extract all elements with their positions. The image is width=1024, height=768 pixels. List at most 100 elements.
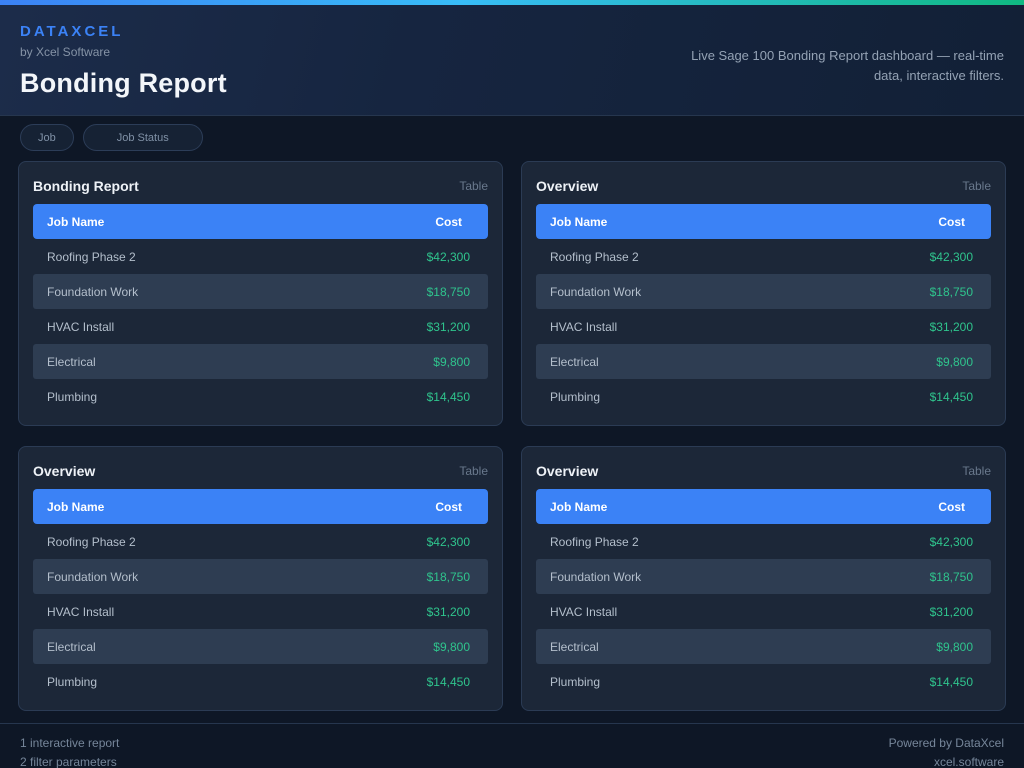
table-row: Plumbing $14,450: [536, 664, 991, 699]
filter-bar: Job Job Status: [0, 116, 1024, 161]
job-name-cell: Foundation Work: [47, 284, 139, 299]
job-name-cell: HVAC Install: [550, 604, 618, 619]
cost-cell: $42,300: [426, 534, 470, 549]
job-name-cell: Roofing Phase 2: [47, 534, 136, 549]
report-card-overview-2: Overview Table Job Name Cost Roofing Pha…: [18, 446, 503, 711]
table-row: Electrical $9,800: [33, 344, 488, 379]
table-row: Plumbing $14,450: [536, 379, 991, 414]
cost-cell: $18,750: [929, 284, 973, 299]
cost-cell: $31,200: [426, 319, 470, 334]
app-header: DATAXCEL by Xcel Software Bonding Report…: [0, 5, 1024, 116]
table-header-row: Job Name Cost: [33, 204, 488, 239]
job-name-cell: Plumbing: [550, 674, 601, 689]
cost-cell: $18,750: [426, 569, 470, 584]
report-card-overview-1: Overview Table Job Name Cost Roofing Pha…: [521, 161, 1006, 426]
cost-cell: $14,450: [426, 389, 470, 404]
app-footer: 1 interactive report 2 filter parameters…: [0, 723, 1024, 768]
card-header: Overview Table: [536, 461, 991, 481]
table-row: HVAC Install $31,200: [33, 594, 488, 629]
footer-summary: 1 interactive report 2 filter parameters: [20, 734, 119, 768]
table-row: HVAC Install $31,200: [33, 309, 488, 344]
card-header: Overview Table: [33, 461, 488, 481]
table-row: HVAC Install $31,200: [536, 309, 991, 344]
footer-website-link[interactable]: xcel.software: [933, 754, 1004, 768]
column-header-job-name: Job Name: [550, 214, 608, 229]
job-name-cell: Roofing Phase 2: [550, 249, 639, 264]
card-title: Overview: [33, 463, 96, 479]
job-name-cell: Electrical: [47, 354, 96, 369]
brand-byline: by Xcel Software: [20, 45, 111, 59]
table-row: Roofing Phase 2 $42,300: [33, 239, 488, 274]
cost-cell: $31,200: [929, 604, 973, 619]
table-row: Electrical $9,800: [536, 629, 991, 664]
cost-cell: $14,450: [426, 674, 470, 689]
filter-pill-job[interactable]: Job: [20, 124, 74, 151]
table-row: Foundation Work $18,750: [33, 274, 488, 309]
cost-cell: $9,800: [433, 354, 470, 369]
job-name-cell: HVAC Install: [47, 319, 115, 334]
table-row: Roofing Phase 2 $42,300: [536, 524, 991, 559]
card-type-label: Table: [459, 179, 488, 193]
column-header-cost: Cost: [938, 499, 965, 514]
table-row: Foundation Work $18,750: [536, 274, 991, 309]
column-header-job-name: Job Name: [47, 499, 105, 514]
job-name-cell: Electrical: [47, 639, 96, 654]
card-type-label: Table: [962, 179, 991, 193]
table-row: Roofing Phase 2 $42,300: [536, 239, 991, 274]
footer-credits: Powered by DataXcel xcel.software: [889, 734, 1004, 768]
cost-cell: $18,750: [426, 284, 470, 299]
card-type-label: Table: [459, 464, 488, 478]
job-name-cell: Foundation Work: [47, 569, 139, 584]
job-name-cell: Foundation Work: [550, 284, 642, 299]
table-row: Plumbing $14,450: [33, 379, 488, 414]
cost-cell: $9,800: [433, 639, 470, 654]
card-title: Bonding Report: [33, 178, 139, 194]
table-header-row: Job Name Cost: [536, 489, 991, 524]
job-name-cell: Roofing Phase 2: [550, 534, 639, 549]
table-row: Foundation Work $18,750: [536, 559, 991, 594]
top-gradient-bar: [0, 0, 1024, 5]
job-name-cell: Plumbing: [550, 389, 601, 404]
cost-cell: $42,300: [929, 249, 973, 264]
card-title: Overview: [536, 178, 599, 194]
cost-cell: $42,300: [426, 249, 470, 264]
report-card-bonding-report: Bonding Report Table Job Name Cost Roofi…: [18, 161, 503, 426]
cost-cell: $9,800: [936, 639, 973, 654]
cost-cell: $31,200: [426, 604, 470, 619]
filter-count: 2 filter parameters: [20, 754, 117, 768]
column-header-cost: Cost: [938, 214, 965, 229]
job-name-cell: Electrical: [550, 354, 599, 369]
report-card-overview-3: Overview Table Job Name Cost Roofing Pha…: [521, 446, 1006, 711]
card-type-label: Table: [962, 464, 991, 478]
cost-cell: $42,300: [929, 534, 973, 549]
report-count: 1 interactive report: [20, 736, 120, 750]
table-row: Electrical $9,800: [536, 344, 991, 379]
header-brand-block: DATAXCEL by Xcel Software Bonding Report: [20, 23, 227, 99]
card-header: Bonding Report Table: [33, 176, 488, 196]
table-header-row: Job Name Cost: [536, 204, 991, 239]
job-name-cell: Electrical: [550, 639, 599, 654]
brand-logo: DATAXCEL: [20, 23, 124, 40]
card-title: Overview: [536, 463, 599, 479]
cards-grid: Bonding Report Table Job Name Cost Roofi…: [0, 161, 1024, 711]
cost-cell: $14,450: [929, 389, 973, 404]
cost-cell: $31,200: [929, 319, 973, 334]
column-header-cost: Cost: [435, 499, 462, 514]
column-header-cost: Cost: [435, 214, 462, 229]
cost-cell: $9,800: [936, 354, 973, 369]
job-name-cell: HVAC Install: [47, 604, 115, 619]
table-row: Electrical $9,800: [33, 629, 488, 664]
column-header-job-name: Job Name: [550, 499, 608, 514]
table-header-row: Job Name Cost: [33, 489, 488, 524]
column-header-job-name: Job Name: [47, 214, 105, 229]
card-header: Overview Table: [536, 176, 991, 196]
table-row: Foundation Work $18,750: [33, 559, 488, 594]
job-name-cell: Plumbing: [47, 389, 98, 404]
table-row: Roofing Phase 2 $42,300: [33, 524, 488, 559]
table-row: Plumbing $14,450: [33, 664, 488, 699]
header-subtitle: Live Sage 100 Bonding Report dashboard —…: [691, 48, 1004, 83]
powered-by-label: Powered by DataXcel: [888, 736, 1004, 750]
filter-pill-job-status[interactable]: Job Status: [82, 124, 203, 151]
job-name-cell: HVAC Install: [550, 319, 618, 334]
cost-cell: $14,450: [929, 674, 973, 689]
